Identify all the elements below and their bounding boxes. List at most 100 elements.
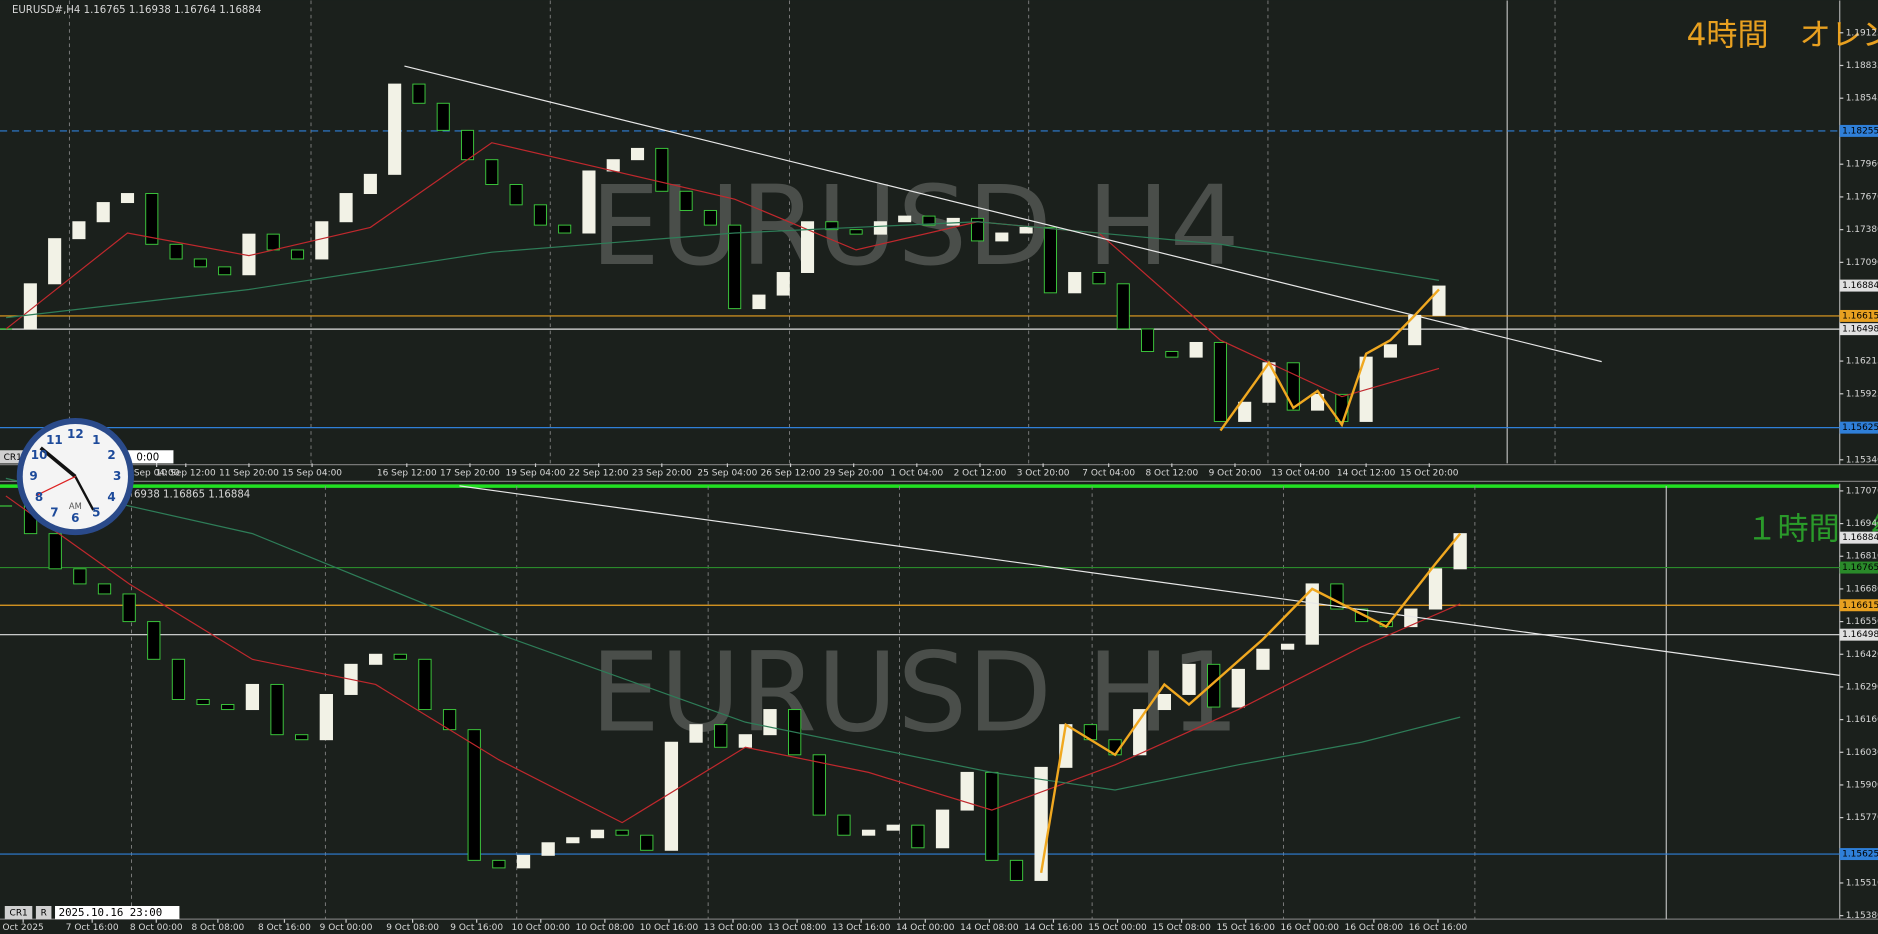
x-tick-label: 14 Oct 08:00 — [960, 923, 1019, 933]
candle — [946, 217, 960, 226]
x-tick-label: 15 Oct 08:00 — [1152, 923, 1211, 933]
level-box — [1839, 124, 1878, 137]
clock-number: 11 — [46, 433, 63, 447]
indicator-line — [1219, 288, 1440, 432]
candle — [23, 283, 37, 330]
x-tick-label: 16 Oct 00:00 — [1281, 923, 1340, 933]
level-box — [1839, 323, 1878, 336]
candle — [752, 294, 766, 310]
x-tick-label: 14 Oct 00:00 — [896, 923, 955, 933]
candle — [467, 729, 481, 861]
x-tick-label: 1 Oct 04:00 — [890, 468, 943, 478]
clock-number: 5 — [92, 505, 100, 519]
candle — [995, 232, 1009, 242]
candle — [1165, 351, 1179, 358]
x-tick-label: 29 Sep 20:00 — [824, 468, 884, 478]
x-tick-label: 7 Oct 16:00 — [66, 923, 119, 933]
x-tick-label: 19 Sep 04:00 — [506, 468, 566, 478]
y-tick-label: 1.17380 — [1846, 225, 1878, 235]
level-box — [1839, 848, 1878, 861]
x-tick-label: 15 Oct 00:00 — [1088, 923, 1147, 933]
x-tick-label: 15 Oct 20:00 — [1400, 468, 1459, 478]
level-label: 1.16498 — [1842, 630, 1878, 640]
candle — [812, 754, 826, 816]
candle — [1286, 362, 1300, 411]
box — [4, 905, 33, 920]
candle — [763, 709, 777, 736]
candle — [703, 209, 717, 226]
candle — [640, 834, 654, 851]
candle — [960, 771, 974, 811]
clock-label: AM — [69, 501, 82, 511]
x-tick-label: 3 Oct 20:00 — [1017, 468, 1070, 478]
candle — [1428, 568, 1443, 610]
candle — [145, 193, 159, 245]
candle — [533, 204, 547, 226]
candle — [776, 272, 790, 296]
candle — [1207, 663, 1221, 708]
box-row-bottom: CR1 R 2025.10.16 23:00 — [4, 905, 180, 920]
y-tick-label: 1.16680 — [1846, 584, 1878, 594]
candle — [1043, 226, 1057, 294]
candle — [849, 229, 863, 235]
candle — [728, 224, 742, 310]
candle — [97, 583, 112, 595]
candle — [1092, 272, 1106, 285]
x-tick-label: 10 Sep 12:00 — [156, 468, 216, 478]
candle — [590, 829, 605, 839]
level-box — [1839, 628, 1878, 641]
candle — [1311, 393, 1325, 411]
level-box — [1839, 309, 1878, 322]
x-tick-label: 15 Oct 16:00 — [1216, 923, 1275, 933]
candle — [393, 653, 407, 660]
candle — [339, 193, 353, 223]
level-label: 1.15625 — [1842, 423, 1878, 433]
header-bottom: 6938 1.16865 1.16884 — [134, 490, 250, 501]
x-tick-label: 9 Oct 20:00 — [1209, 468, 1262, 478]
candle — [412, 83, 426, 104]
candle — [861, 829, 876, 836]
y-tick-label: 1.15900 — [1846, 780, 1878, 790]
candle — [911, 824, 925, 849]
x-tick-label: 7 Oct 04:00 — [1082, 468, 1135, 478]
candle — [1133, 709, 1147, 756]
clock-number: 1 — [92, 433, 100, 447]
candle — [1280, 643, 1295, 650]
clock-number: 2 — [107, 448, 115, 462]
candle — [1068, 272, 1082, 294]
x-tick-label: 2 Oct 12:00 — [954, 468, 1007, 478]
level-label: 1.16615 — [1842, 311, 1878, 321]
indicator-line — [6, 221, 1440, 319]
y-tick-label: 1.15380 — [1846, 911, 1878, 921]
candle — [72, 221, 86, 240]
box-label: CR1 — [10, 909, 28, 919]
candle — [970, 217, 985, 242]
candle — [266, 233, 280, 251]
candle — [509, 184, 523, 206]
x-tick-label: 15 Sep 04:00 — [282, 468, 342, 478]
box — [55, 905, 180, 920]
candle — [1157, 694, 1172, 711]
candle — [655, 147, 669, 192]
candle — [319, 694, 333, 741]
candle — [1383, 344, 1397, 358]
x-tick-label: 8 Oct 16:00 — [258, 923, 311, 933]
clock-number: 7 — [50, 505, 58, 519]
y-tick-label: 1.17090 — [1846, 258, 1878, 268]
last-price-box — [1839, 279, 1878, 292]
y-tick-label: 1.18545 — [1846, 94, 1878, 104]
level-box — [1839, 599, 1878, 612]
x-tick-label: 22 Sep 12:00 — [569, 468, 629, 478]
clock-number: 4 — [107, 490, 115, 504]
candle — [122, 593, 136, 623]
x-tick-label: 16 Oct 16:00 — [1409, 923, 1468, 933]
candle — [873, 221, 887, 235]
x-tick-label: Oct 2025 — [3, 923, 44, 933]
level-label: 1.15625 — [1842, 850, 1878, 860]
level-label: 1.16498 — [1842, 325, 1878, 335]
x-tick-label: 14 Oct 12:00 — [1337, 468, 1396, 478]
candle — [218, 266, 232, 276]
candle — [922, 215, 936, 226]
